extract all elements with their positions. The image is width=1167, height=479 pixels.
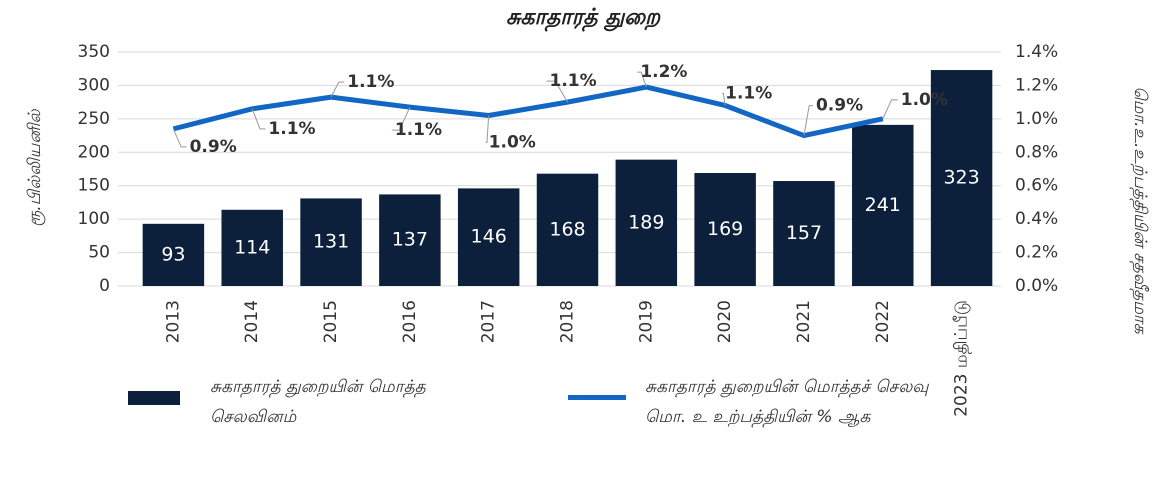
y-tick-label: 350 [78, 42, 110, 62]
x-tick-label: 2013 [163, 300, 183, 343]
x-tick-label: 2018 [558, 300, 578, 343]
chart-title: சுகாதாரத் துறை [506, 5, 661, 32]
legend-swatch [128, 391, 180, 405]
line-value-label: 1.1% [725, 83, 772, 103]
y2-tick-label: 1.0% [1015, 109, 1058, 129]
bar-value-label: 157 [786, 222, 822, 244]
line-value-label: 1.1% [268, 119, 315, 139]
callout [803, 105, 813, 136]
y2-tick-label: 0.0% [1015, 276, 1058, 296]
x-tick-label: 2014 [242, 300, 262, 343]
bar [694, 173, 756, 286]
line-value-label: 1.0% [901, 90, 948, 110]
y-tick-label: 150 [78, 176, 110, 196]
legend-swatch [568, 395, 626, 400]
y2-axis-title: மொ.உ.உற்பத்தியின் சதவீதமாக [1129, 86, 1150, 334]
callout [546, 80, 568, 103]
bar-value-label: 168 [549, 218, 585, 240]
y-tick-label: 300 [78, 75, 110, 95]
bar [930, 70, 993, 287]
bar [142, 223, 205, 286]
legend-label: சுகாதாரத் துறையின் மொத்தச் செலவு மொ. உ உ… [645, 377, 929, 427]
bar-value-label: 169 [707, 218, 743, 240]
callout [391, 106, 411, 131]
line-value-label: 1.0% [489, 133, 536, 153]
callout [637, 71, 647, 88]
bar-value-label: 93 [161, 243, 185, 265]
y2-tick-label: 1.2% [1015, 75, 1058, 95]
x-tick-label: 2016 [400, 300, 420, 343]
y2-tick-label: 0.4% [1015, 209, 1058, 229]
y-axis-title: ரூ.பில்லியனில் [25, 108, 46, 226]
line-value-label: 1.1% [550, 71, 597, 91]
x-tick-label: 2015 [321, 300, 341, 343]
y-tick-label: 100 [78, 209, 110, 229]
x-tick-label: 2021 [794, 300, 814, 343]
line [172, 84, 884, 139]
line-value-label: 1.2% [640, 62, 687, 82]
line-value-label: 0.9% [816, 96, 863, 116]
bar [536, 173, 599, 286]
bar [457, 188, 520, 286]
y2-tick-label: 0.6% [1015, 176, 1058, 196]
legend-label: சுகாதாரத் துறையின் மொத்த செலவினம் [210, 377, 426, 427]
bar [615, 159, 678, 286]
bar [221, 209, 283, 286]
y-tick-label: 0 [99, 276, 110, 296]
y2-tick-label: 0.8% [1015, 142, 1058, 162]
callout [485, 115, 490, 144]
bar [300, 198, 362, 286]
y-tick-label: 250 [78, 109, 110, 129]
bar [773, 181, 835, 286]
y-tick-label: 50 [88, 243, 110, 263]
callout [251, 108, 266, 130]
y2-tick-label: 1.4% [1015, 42, 1058, 62]
bar [379, 194, 441, 286]
line-value-label: 1.1% [395, 120, 442, 140]
bar-value-label: 189 [628, 211, 664, 233]
bar-value-label: 114 [234, 236, 270, 258]
bar-value-label: 146 [471, 226, 507, 248]
line-value-label: 0.9% [190, 137, 237, 157]
y-tick-label: 200 [78, 142, 110, 162]
bar-value-label: 241 [865, 194, 901, 216]
callout [172, 128, 187, 148]
bar-value-label: 131 [313, 231, 349, 253]
x-tick-label: 2022 [873, 300, 893, 343]
x-tick-label: 2020 [715, 300, 735, 343]
bar-value-label: 323 [943, 167, 979, 189]
x-tick-label: 2019 [636, 300, 656, 343]
callout [882, 99, 898, 120]
x-tick-label: 2017 [479, 300, 499, 343]
bar [852, 124, 914, 286]
x-tick-label: 2023 மதிப்பீடு [952, 300, 972, 417]
line-value-label: 1.1% [347, 72, 394, 92]
callout [330, 81, 345, 98]
y2-tick-label: 0.2% [1015, 243, 1058, 263]
callout [722, 92, 726, 106]
bar-value-label: 137 [392, 229, 428, 251]
